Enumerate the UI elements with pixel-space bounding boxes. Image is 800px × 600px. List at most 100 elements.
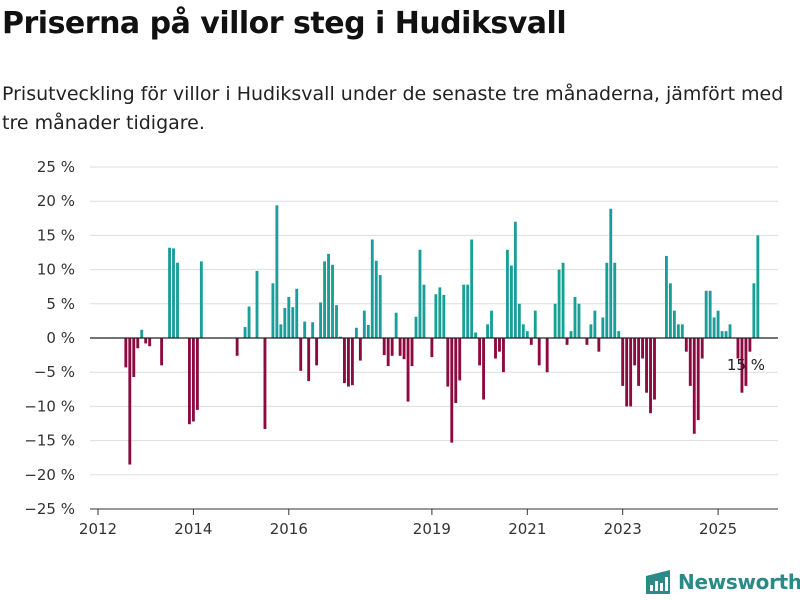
- bar: [478, 338, 482, 366]
- bar: [398, 338, 402, 356]
- bar: [144, 338, 148, 344]
- bar: [553, 303, 557, 338]
- y-tick-label: −25 %: [24, 500, 75, 518]
- bar: [537, 338, 541, 366]
- bar: [331, 264, 334, 338]
- bar: [577, 303, 581, 338]
- y-tick-label: 15 %: [37, 226, 75, 244]
- bar: [271, 283, 275, 338]
- bar: [668, 283, 672, 338]
- bar: [148, 338, 152, 347]
- x-tick-label: 2025: [699, 520, 737, 538]
- bar: [605, 262, 609, 338]
- bar: [291, 307, 295, 338]
- bar: [664, 255, 668, 338]
- bar: [378, 275, 382, 338]
- bar: [442, 294, 446, 338]
- bar: [474, 332, 478, 338]
- bar: [692, 338, 696, 434]
- bar: [295, 288, 299, 338]
- bar: [307, 338, 311, 382]
- chart-title: Priserna på villor steg i Hudiksvall: [2, 6, 567, 41]
- bar: [740, 338, 744, 393]
- bar: [621, 338, 625, 386]
- bar: [517, 303, 521, 338]
- y-tick-label: 10 %: [37, 261, 75, 279]
- x-tick-label: 2019: [413, 520, 451, 538]
- bar: [716, 310, 720, 338]
- bar-chart: 25 % 20 % 15 % 10 % 5 % 0 % −5 % −10 % −15 % −20 …: [24, 158, 778, 538]
- bar: [502, 338, 505, 373]
- bar: [700, 338, 704, 359]
- bar: [637, 338, 641, 386]
- bar: [629, 338, 633, 407]
- bar: [346, 338, 350, 387]
- bar: [279, 324, 283, 338]
- bar: [235, 338, 239, 356]
- bar: [172, 248, 175, 338]
- bar: [382, 338, 386, 356]
- bar: [323, 261, 327, 338]
- bar: [617, 331, 621, 338]
- bar: [319, 302, 323, 338]
- bar: [406, 338, 410, 402]
- bar: [422, 284, 426, 338]
- bar: [390, 338, 394, 356]
- bar: [736, 338, 740, 359]
- bar: [124, 338, 128, 368]
- bar: [609, 208, 613, 338]
- bar: [140, 329, 144, 338]
- bar: [358, 338, 362, 361]
- brand-name: Newsworthy: [678, 570, 800, 594]
- bar: [287, 296, 291, 338]
- y-tick-label: −20 %: [24, 466, 75, 484]
- bar: [593, 310, 597, 338]
- bar: [430, 338, 434, 358]
- bar: [490, 310, 493, 338]
- bar: [255, 270, 259, 338]
- bar: [641, 338, 645, 359]
- bar: [366, 325, 370, 338]
- y-tick-label: −10 %: [24, 397, 75, 415]
- bar: [414, 316, 418, 338]
- bar: [275, 205, 279, 338]
- last-value-label: 15 %: [727, 356, 765, 374]
- bar: [704, 290, 708, 338]
- bar: [418, 249, 422, 338]
- bar: [565, 338, 569, 345]
- bar: [303, 321, 307, 338]
- bar: [299, 338, 303, 371]
- bar: [454, 338, 458, 403]
- bar: [315, 338, 319, 366]
- bar: [613, 262, 617, 338]
- bar: [191, 338, 195, 422]
- bar: [498, 338, 501, 352]
- bar: [446, 338, 450, 387]
- bar: [720, 331, 724, 338]
- bar: [724, 331, 728, 338]
- x-axis-ticks: 2012 2014 2016 2019 2021 2023 2025: [79, 509, 737, 538]
- bar: [247, 306, 251, 338]
- bar: [633, 338, 637, 366]
- bar: [263, 338, 267, 429]
- bar: [752, 283, 756, 338]
- bar: [187, 338, 191, 425]
- bar: [462, 284, 466, 338]
- bar: [712, 317, 716, 338]
- bar: [744, 338, 748, 386]
- bar: [458, 338, 462, 381]
- bar: [672, 310, 676, 338]
- bar: [601, 317, 605, 338]
- y-axis-ticks: 25 % 20 % 15 % 10 % 5 % 0 % −5 % −10 % −15 % −20 …: [24, 158, 75, 518]
- bars: [124, 205, 760, 465]
- y-tick-label: 25 %: [37, 158, 75, 176]
- bar: [410, 338, 414, 367]
- bar: [402, 338, 406, 360]
- bar: [283, 307, 287, 338]
- bar: [327, 253, 330, 338]
- bar: [545, 338, 549, 373]
- bar: [509, 265, 513, 338]
- bar: [370, 239, 374, 338]
- bar: [688, 338, 692, 386]
- x-tick-label: 2021: [508, 520, 546, 538]
